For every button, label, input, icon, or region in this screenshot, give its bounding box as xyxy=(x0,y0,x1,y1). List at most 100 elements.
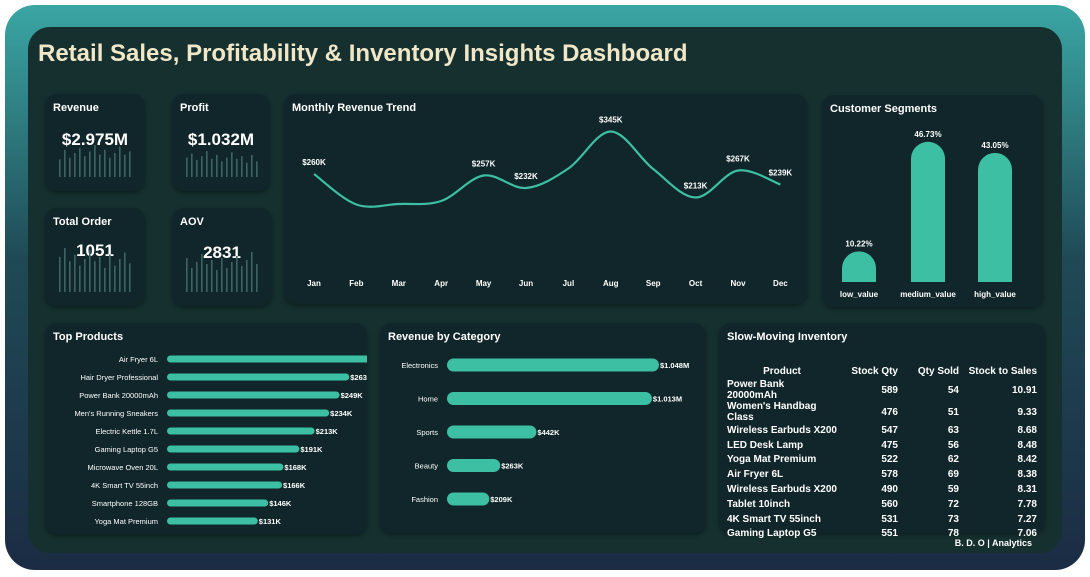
kpi-value: $2.975M xyxy=(61,130,129,149)
y-tick-label: Home xyxy=(418,395,438,404)
x-tick-label: Jan xyxy=(307,279,321,288)
sparkline-bar xyxy=(79,148,81,177)
x-tick-label: Feb xyxy=(349,279,363,288)
sparkline-bar xyxy=(124,154,126,177)
y-tick-label: 4K Smart TV 55inch xyxy=(91,481,158,490)
table-cell: 7.78 xyxy=(1017,498,1037,510)
data-label: $260K xyxy=(302,158,326,167)
table-cell: 7.06 xyxy=(1017,528,1037,540)
sparkline-bar xyxy=(251,154,253,177)
table-cell: 7.27 xyxy=(1017,513,1037,525)
x-tick-label: Jun xyxy=(519,279,533,288)
column-header[interactable]: Qty Sold xyxy=(917,365,959,377)
bar xyxy=(447,425,537,439)
data-label: $267K xyxy=(726,155,750,164)
sparkline-bar xyxy=(186,157,188,177)
bar xyxy=(167,481,283,489)
data-label: $263K xyxy=(501,462,524,471)
x-tick-label: high_value xyxy=(974,290,1016,299)
sparkline-bar xyxy=(256,264,258,292)
data-label: 43.05% xyxy=(981,141,1008,150)
bar xyxy=(167,517,258,525)
sparkline-bar xyxy=(89,250,91,292)
bar xyxy=(167,445,300,453)
sparkline-bar xyxy=(84,156,86,177)
bar xyxy=(447,459,501,472)
table-cell: Power Bank 20000mAh xyxy=(727,379,785,401)
column-header[interactable]: Stock Qty xyxy=(851,365,898,377)
table-cell: 475 xyxy=(881,439,898,451)
table-cell: Tablet 10inch xyxy=(727,498,791,510)
x-tick-label: Dec xyxy=(773,279,788,288)
sparkline-bar xyxy=(256,161,258,177)
table-cell: 547 xyxy=(881,424,898,436)
sparkline-bar xyxy=(59,256,61,292)
kpi-card-revenue[interactable]: Revenue $2.975M xyxy=(45,94,145,191)
sparkline-bar xyxy=(226,157,228,177)
table-cell: Wireless Earbuds X200 xyxy=(727,424,837,436)
data-label: $234K xyxy=(330,409,353,418)
y-tick-label: Electronics xyxy=(401,361,438,370)
y-tick-label: Sports xyxy=(416,428,438,437)
column-header[interactable]: Stock to Sales xyxy=(968,365,1037,377)
data-label: $345K xyxy=(599,116,623,125)
monthly-revenue-chart: $260K $257K $232K $345K $213K $267K $239K Jan Fe… xyxy=(302,116,793,289)
table-row[interactable]: Air Fryer 6L 578 69 8.38 xyxy=(723,467,1041,482)
x-tick-label: Mar xyxy=(392,279,406,288)
x-tick-label: May xyxy=(476,279,492,288)
sparkline-bar xyxy=(69,261,71,292)
data-label: 10.22% xyxy=(845,239,872,248)
table-row[interactable]: 4K Smart TV 55inch 531 73 7.27 xyxy=(723,512,1041,527)
x-tick-label: Aug xyxy=(603,279,619,288)
table-row[interactable]: Gaming Laptop G5 551 78 7.06 xyxy=(723,527,1041,542)
segment-bar xyxy=(842,251,876,282)
kpi-card-aov[interactable]: AOV 2831 xyxy=(172,208,272,306)
inventory-card: Slow-Moving Inventory Product Stock Qty … xyxy=(719,323,1045,539)
table-row[interactable]: Power Bank 20000mAh 589 54 10.91 xyxy=(723,379,1041,401)
sparkline-bar xyxy=(201,156,203,177)
data-label: $239K xyxy=(769,169,793,178)
table-cell: 54 xyxy=(947,384,959,396)
table-cell: Yoga Mat Premium xyxy=(727,454,817,466)
sparkline xyxy=(59,248,131,292)
data-label: $442K xyxy=(537,428,560,437)
table-cell: 578 xyxy=(881,469,898,481)
column-header[interactable]: Product xyxy=(763,365,801,377)
table-cell: Gaming Laptop G5 xyxy=(727,528,817,540)
table-row[interactable]: LED Desk Lamp 475 56 8.48 xyxy=(723,438,1041,453)
sparkline-bar xyxy=(119,146,121,177)
table-row[interactable]: Women's Handbag Class 476 51 9.33 xyxy=(723,401,1041,423)
table-row[interactable]: Tablet 10inch 560 72 7.78 xyxy=(723,497,1041,512)
table-cell: 62 xyxy=(947,454,959,466)
x-tick-label: Sep xyxy=(646,279,661,288)
sparkline-bar xyxy=(94,145,96,177)
y-tick-label: Power Bank 20000mAh xyxy=(79,391,158,400)
table-header-row: Product Stock Qty Qty Sold Stock to Sale… xyxy=(723,363,1041,379)
y-tick-label: Fashion xyxy=(411,495,438,504)
table-cell: 69 xyxy=(947,469,959,481)
sparkline-bar xyxy=(79,265,81,292)
data-label: $232K xyxy=(514,172,538,181)
top-products-card: Top Products Air Fryer 6L$303KHair Dryer… xyxy=(45,323,367,534)
table-row[interactable]: Wireless Earbuds X200 490 59 8.31 xyxy=(723,482,1041,497)
bar xyxy=(447,492,490,506)
kpi-label: Revenue xyxy=(53,102,99,114)
table-cell: 9.33 xyxy=(1017,406,1037,418)
y-tick-label: Smartphone 128GB xyxy=(92,499,158,508)
data-label: $131K xyxy=(259,517,282,526)
x-tick-label: Apr xyxy=(434,279,448,288)
table-cell: 589 xyxy=(881,384,898,396)
sparkline-bar xyxy=(94,261,96,292)
sparkline-bar xyxy=(226,268,228,292)
table-cell: LED Desk Lamp xyxy=(727,439,804,451)
sparkline-bar xyxy=(59,159,61,177)
kpi-card-total-order[interactable]: Total Order 1051 xyxy=(45,208,145,306)
table-cell: 8.48 xyxy=(1017,439,1037,451)
x-tick-label: medium_value xyxy=(900,290,956,299)
sparkline-bar xyxy=(196,160,198,177)
table-row[interactable]: Yoga Mat Premium 522 62 8.42 xyxy=(723,453,1041,468)
table-row[interactable]: Wireless Earbuds X200 547 63 8.68 xyxy=(723,423,1041,438)
y-tick-label: Electric Kettle 1.7L xyxy=(95,427,158,436)
segment-bar xyxy=(978,152,1012,282)
kpi-card-profit[interactable]: Profit $1.032M xyxy=(172,94,270,191)
